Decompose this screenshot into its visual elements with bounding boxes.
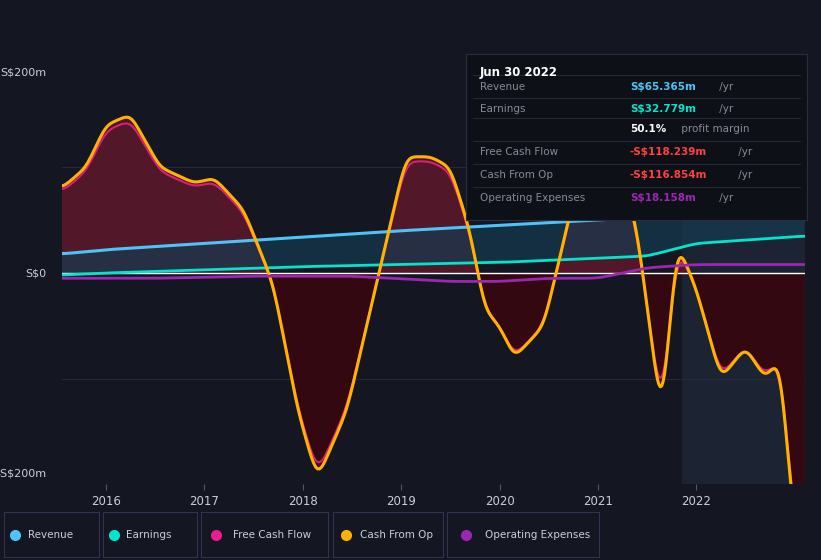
Text: /yr: /yr (716, 104, 733, 114)
Text: Operating Expenses: Operating Expenses (480, 193, 585, 203)
Text: /yr: /yr (735, 147, 752, 157)
Text: 50.1%: 50.1% (630, 124, 666, 134)
Text: Cash From Op: Cash From Op (480, 170, 553, 180)
Text: -S$118.239m: -S$118.239m (630, 147, 707, 157)
Text: -S$116.854m: -S$116.854m (630, 170, 708, 180)
Text: Jun 30 2022: Jun 30 2022 (480, 66, 558, 79)
Bar (681, 62, 805, 484)
Text: Free Cash Flow: Free Cash Flow (480, 147, 558, 157)
Text: Free Cash Flow: Free Cash Flow (233, 530, 311, 540)
Text: Earnings: Earnings (480, 104, 525, 114)
Text: -S$200m: -S$200m (0, 468, 47, 478)
Text: S$32.779m: S$32.779m (630, 104, 696, 114)
Text: /yr: /yr (735, 170, 752, 180)
Text: S$65.365m: S$65.365m (630, 82, 695, 92)
Text: profit margin: profit margin (677, 124, 749, 134)
Text: S$200m: S$200m (1, 68, 47, 78)
Text: Operating Expenses: Operating Expenses (485, 530, 590, 540)
Text: S$18.158m: S$18.158m (630, 193, 695, 203)
Text: S$0: S$0 (25, 268, 47, 278)
Text: Revenue: Revenue (28, 530, 73, 540)
Text: Earnings: Earnings (126, 530, 172, 540)
Text: Revenue: Revenue (480, 82, 525, 92)
Text: /yr: /yr (716, 193, 733, 203)
Text: Cash From Op: Cash From Op (360, 530, 433, 540)
Text: /yr: /yr (716, 82, 733, 92)
